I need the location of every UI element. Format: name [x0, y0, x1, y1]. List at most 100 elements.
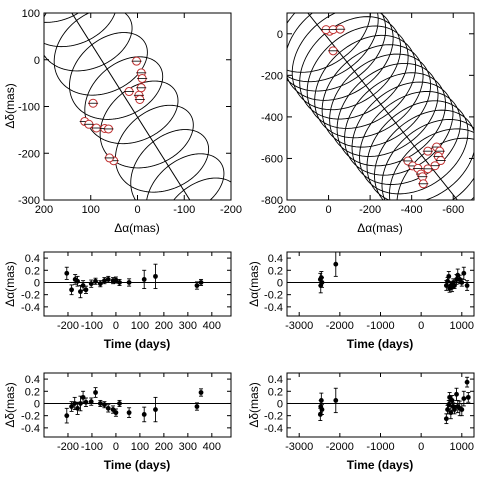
x-tick-label: 300 — [179, 441, 197, 453]
y-tick-label: 0 — [34, 277, 40, 289]
orbit-right-ticks: 200 0 -200 -400 -600 0 -200 -400 -600 -800 — [261, 13, 474, 216]
residual-point — [64, 413, 70, 419]
x-tick-label: 100 — [131, 441, 149, 453]
residual-point — [93, 390, 98, 395]
residual-point — [93, 278, 98, 284]
panel-orbit-right: 200 0 -200 -400 -600 0 -200 -400 -600 -800 Δα(mas… — [261, 12, 475, 235]
residual-point — [333, 261, 339, 267]
x-tick-label: 0 — [113, 320, 119, 332]
x-tick-label: 200 — [35, 204, 53, 216]
orbit-left-xlabel: Δα(mas) — [114, 221, 160, 235]
resid-ra-left-points — [44, 263, 231, 299]
y-tick-label: -0.2 — [264, 290, 283, 302]
x-tick-label: -600 — [442, 204, 464, 216]
x-tick-label: 0 — [113, 441, 119, 453]
y-tick-label: -0.4 — [21, 423, 40, 435]
resid-ra-right-points — [287, 251, 474, 294]
residual-point — [117, 401, 122, 406]
y-tick-label: 0.4 — [25, 253, 40, 265]
resid-ra-right-ylabel: Δα(mas) — [247, 261, 261, 307]
residual-point — [80, 394, 86, 400]
x-tick-label: 0 — [418, 320, 424, 332]
x-tick-label: -400 — [401, 204, 423, 216]
x-tick-label: 200 — [155, 441, 173, 453]
residual-point — [452, 407, 457, 412]
x-tick-label: -3000 — [285, 441, 313, 453]
y-tick-label: -0.4 — [264, 302, 283, 314]
orbit-right-xlabel: Δα(mas) — [357, 221, 403, 235]
residual-point — [105, 277, 111, 282]
residual-point — [83, 399, 89, 405]
x-tick-label: -3000 — [285, 320, 313, 332]
parallax-orbit-path — [287, 13, 474, 200]
residual-point — [69, 287, 74, 293]
x-tick-label: 0 — [325, 204, 331, 216]
x-tick-label: 0 — [134, 204, 140, 216]
residual-point — [126, 410, 132, 416]
orbit-right-frame — [286, 12, 475, 201]
residual-point — [69, 404, 74, 409]
y-tick-label: 0 — [34, 55, 40, 67]
y-tick-label: -400 — [261, 112, 283, 124]
orbit-right-points — [321, 24, 446, 189]
y-tick-label: 0.2 — [25, 386, 40, 398]
orbit-left-frame — [43, 12, 232, 201]
y-tick-label: -800 — [261, 195, 283, 207]
residual-point — [194, 283, 200, 288]
x-tick-label: -200 — [220, 204, 242, 216]
residual-point — [153, 273, 158, 279]
residual-point — [117, 280, 122, 285]
y-tick-label: 0.2 — [25, 265, 40, 277]
parallax-orbit-path — [44, 13, 231, 200]
x-tick-label: 1000 — [450, 320, 474, 332]
residual-point — [319, 407, 325, 412]
orbit-left-ticks: 200 100 0 -100 -200 100 0 -100 -200 -300 — [18, 8, 242, 216]
x-tick-label: -2000 — [326, 441, 354, 453]
y-tick-label: 0.2 — [268, 265, 283, 277]
x-tick-label: -100 — [81, 441, 103, 453]
residual-point — [446, 402, 452, 408]
residual-point — [446, 273, 452, 279]
residual-point — [64, 270, 70, 276]
residual-point — [78, 401, 83, 406]
x-tick-label: -1000 — [366, 320, 394, 332]
resid-dec-left-ylabel: Δδ(mas) — [3, 382, 17, 427]
x-tick-label: 400 — [203, 441, 221, 453]
y-tick-label: 0 — [34, 398, 40, 410]
x-tick-label: -200 — [57, 320, 79, 332]
residual-point — [318, 398, 324, 403]
residual-point — [319, 280, 325, 285]
y-tick-label: 0 — [277, 398, 283, 410]
residual-point — [198, 280, 204, 285]
resid-ra-left-xlabel: Time (days) — [104, 337, 170, 351]
residual-point — [449, 398, 455, 403]
residual-point — [455, 272, 461, 278]
y-tick-label: -200 — [18, 148, 40, 160]
residual-point — [333, 398, 339, 403]
orbit-left-curves — [44, 13, 231, 200]
residual-point — [448, 410, 454, 416]
residual-point — [465, 394, 471, 400]
residual-point — [464, 379, 470, 385]
residual-point — [78, 289, 83, 295]
residual-point — [461, 396, 467, 401]
residual-point — [464, 283, 470, 288]
residual-point — [459, 280, 465, 285]
residual-point — [198, 390, 204, 395]
x-tick-label: 1000 — [450, 441, 474, 453]
x-tick-label: 300 — [179, 320, 197, 332]
residual-point — [88, 281, 94, 287]
residual-point — [113, 410, 119, 416]
residual-point — [75, 278, 80, 284]
resid-dec-right-ylabel: Δδ(mas) — [247, 382, 261, 427]
residual-point — [141, 277, 147, 282]
y-tick-label: -300 — [18, 195, 40, 207]
x-tick-label: 100 — [82, 204, 100, 216]
residual-point — [88, 399, 94, 405]
